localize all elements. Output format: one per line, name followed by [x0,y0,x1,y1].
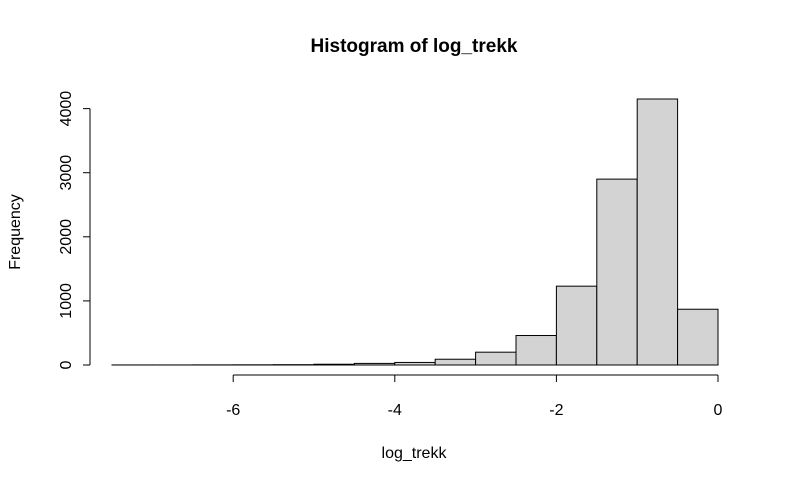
histogram-bar [555,285,598,366]
x-tick-label: -2 [549,402,563,419]
histogram-bar [596,178,638,366]
y-tick-label: 1000 [58,283,75,319]
histogram-bar [434,358,477,366]
histogram-bar [515,335,557,366]
x-tick-label: -6 [226,402,240,419]
x-axis: -6 -4 -2 0 [226,374,723,419]
histogram-bar [394,361,436,366]
y-tick-label: 0 [58,360,75,369]
histogram-bar [313,363,355,366]
y-tick-label: 3000 [58,155,75,191]
bars-group [111,98,719,366]
y-tick-label: 2000 [58,219,75,255]
chart-title: Histogram of log_trekk [311,36,518,57]
x-tick-label: 0 [714,402,723,419]
y-tick-label: 4000 [58,91,75,127]
y-axis: 0 1000 2000 3000 4000 [58,91,91,369]
x-tick-label: -4 [388,402,402,419]
histogram-bar [353,362,396,366]
histogram-bar [475,351,517,366]
histogram-bar [636,98,679,366]
y-axis-label: Frequency [7,194,24,270]
x-axis-label: log_trekk [382,445,448,462]
histogram-bar [677,308,719,366]
